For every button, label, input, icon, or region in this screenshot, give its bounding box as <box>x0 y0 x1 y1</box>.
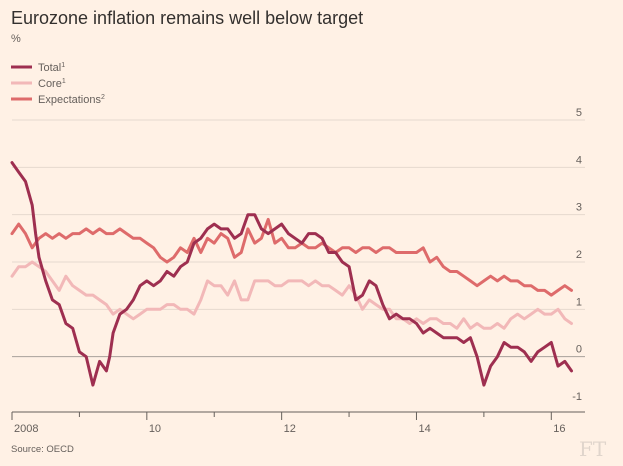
series-line-expectations <box>10 217 573 297</box>
source-note: Source: OECD <box>11 444 74 455</box>
series-lines <box>10 161 573 387</box>
y-tick-label: 1 <box>576 296 582 308</box>
y-tick-label: 0 <box>576 344 582 356</box>
y-tick-label: 2 <box>576 249 582 261</box>
legend-item-core: Core1 <box>11 78 66 90</box>
y-tick-labels: 5 4 3 2 1 0 -1 <box>572 107 582 403</box>
y-axis-unit: % <box>11 33 21 45</box>
series-line-total <box>10 161 573 387</box>
ft-logo: FT <box>579 437 607 461</box>
x-tick-label: 12 <box>284 423 296 435</box>
legend-label-total: Total1 <box>38 62 65 74</box>
chart-title: Eurozone inflation remains well below ta… <box>11 8 363 28</box>
x-axis: 2008 10 12 14 16 <box>11 411 585 435</box>
legend-label-expectations: Expectations2 <box>38 94 105 106</box>
y-tick-label: 3 <box>576 202 582 214</box>
x-tick-label: 10 <box>149 423 161 435</box>
y-tick-label: -1 <box>572 391 582 403</box>
y-tick-label: 4 <box>576 154 582 166</box>
x-tick-label: 2008 <box>14 423 38 435</box>
x-tick-label: 14 <box>418 423 430 435</box>
legend-item-expectations: Expectations2 <box>11 94 105 106</box>
legend-item-total: Total1 <box>11 62 65 74</box>
legend: Total1 Core1 Expectations2 <box>11 62 105 106</box>
gridlines <box>12 119 585 358</box>
y-tick-label: 5 <box>576 107 582 119</box>
series-line-core <box>10 260 573 330</box>
x-tick-label: 16 <box>553 423 565 435</box>
legend-label-core: Core1 <box>38 78 66 90</box>
